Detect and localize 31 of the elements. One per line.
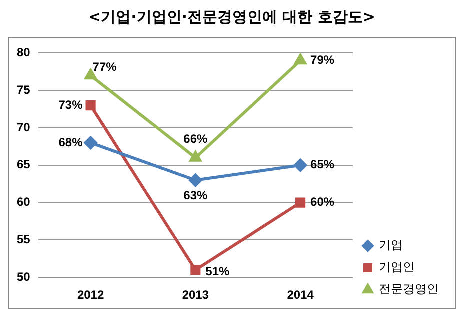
y-tick-label: 70 <box>16 120 31 134</box>
x-tick-label: 2013 <box>182 288 210 302</box>
data-label: 66% <box>184 132 208 146</box>
point <box>84 136 98 150</box>
legend-label: 기업인 <box>379 260 415 274</box>
data-label: 68% <box>58 135 84 150</box>
point <box>296 198 306 208</box>
data-label: 51% <box>206 264 230 278</box>
y-tick-label: 60 <box>16 195 31 210</box>
y-tick-label: 75 <box>16 82 31 97</box>
data-label: 77% <box>92 60 118 74</box>
legend-label: 기업 <box>379 238 403 252</box>
data-label: 65% <box>310 158 335 172</box>
legend-label: 전문경영인 <box>379 282 439 296</box>
y-tick-label: 50 <box>16 270 31 284</box>
data-label: 79% <box>310 52 335 67</box>
y-tick-label: 80 <box>16 46 31 60</box>
data-label: 73% <box>58 98 84 112</box>
chart-title: <기업·기업인·전문경영인에 대한 호감도> <box>88 8 376 27</box>
x-tick-label: 2014 <box>287 288 314 302</box>
data-label: 60% <box>310 195 335 210</box>
point <box>294 54 306 65</box>
point <box>190 265 201 276</box>
point <box>189 174 202 187</box>
y-tick-label: 55 <box>16 232 31 247</box>
point <box>86 100 96 111</box>
data-label: 63% <box>184 188 208 203</box>
y-tick-label: 65 <box>16 158 31 172</box>
point <box>190 151 202 162</box>
point <box>294 158 308 172</box>
x-tick-label: 2012 <box>77 288 104 302</box>
